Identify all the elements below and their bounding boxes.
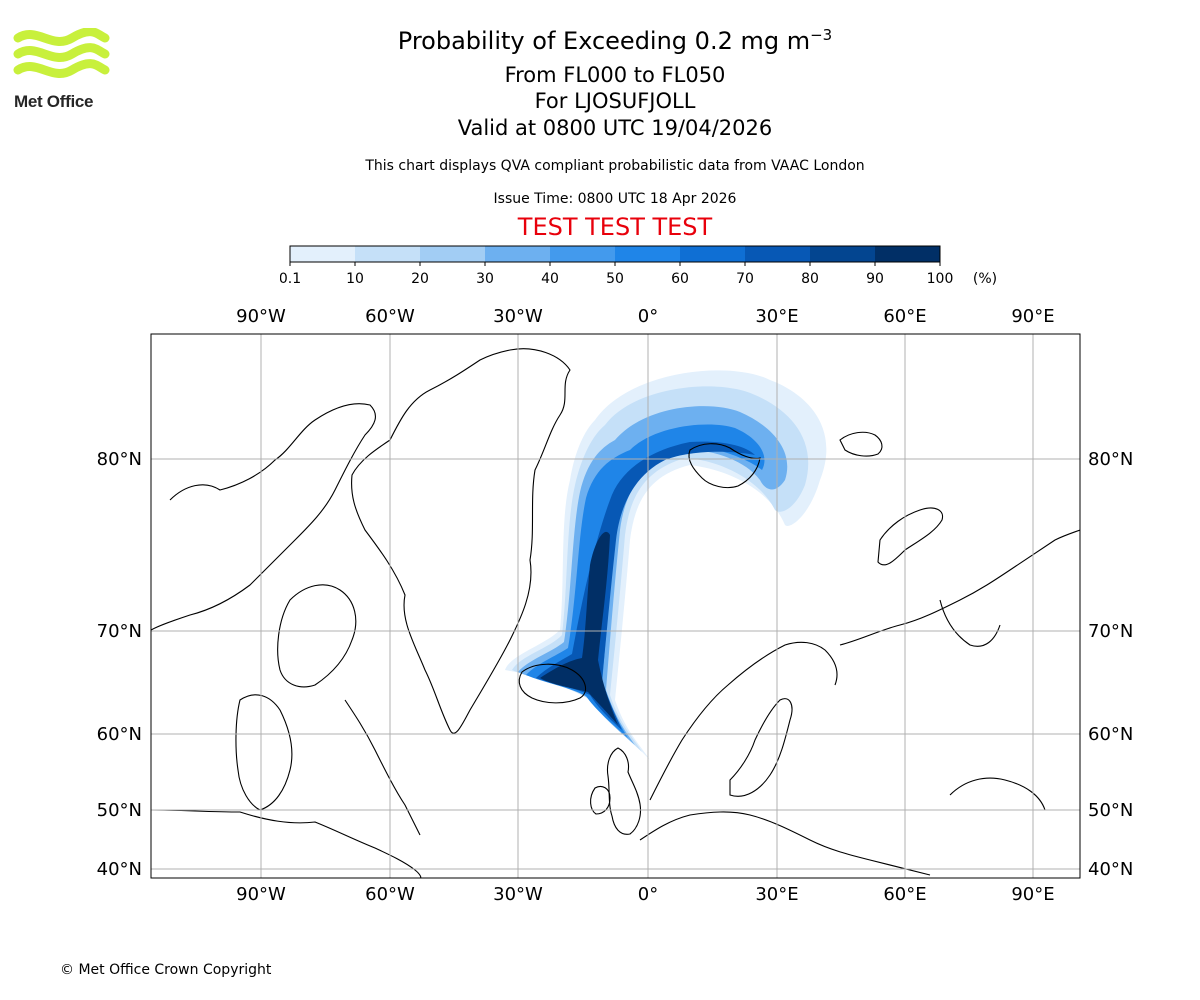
colorbar-tick-label: 30 [476,271,494,287]
colorbar-box [875,246,940,262]
title-text: Probability of Exceeding 0.2 mg m [397,27,811,55]
lat-label-left: 60°N [97,724,142,745]
logo-wave [13,28,110,46]
disclaimer: This chart displays QVA compliant probab… [365,158,865,174]
lon-label-top: 90°E [1011,306,1054,327]
north-america-coast [151,809,422,878]
lat-label-left: 40°N [97,859,142,880]
colorbar-box [420,246,485,262]
colorbar: 0.1 10 20 30 40 50 60 70 80 90 100 (%) [280,245,997,287]
map-frame [150,333,1081,879]
lon-label-bottom: 0° [638,884,658,905]
logo-wave [13,59,110,78]
colorbar-tick-label: 20 [411,271,429,287]
issue-time: Issue Time: 0800 UTC 18 Apr 2026 [493,191,737,207]
logo-waves-icon [13,28,110,78]
colorbar-tick-label: 40 [541,271,559,287]
coastlines [151,348,1080,878]
map: 90°W 90°W 60°W 60°W 30°W 30°W 0° 0° 30°E 30°E 60°E… [97,306,1134,905]
svalbard-coast [688,443,761,489]
baltic-coast [729,698,793,797]
graticule [151,334,1080,878]
canada-arctic-coast [151,403,376,631]
lat-label-right: 70°N [1088,621,1133,642]
colorbar-tick-label: 70 [736,271,754,287]
colorbar-unit: (%) [973,271,997,287]
lon-label-top: 30°W [493,306,543,327]
colorbar-box [745,246,810,262]
ash-plume [505,370,827,760]
logo-wave [13,43,110,62]
hudson-bay-coast [235,694,293,811]
colorbar-tick-label: 0.1 [280,271,301,287]
novaya-zemlya-coast [877,507,944,566]
lat-label-left: 80°N [97,449,142,470]
lat-label-right: 80°N [1088,449,1133,470]
met-office-logo [13,28,110,78]
baffin-coast [277,584,357,688]
uk-coast [606,747,642,835]
level-range: From FL000 to FL050 [504,63,726,87]
caspian-coast [949,777,1046,811]
lat-label-left: 50°N [97,800,142,821]
lon-label-bottom: 60°W [365,884,415,905]
lat-label-right: 40°N [1088,859,1133,880]
lon-label-bottom: 60°E [883,884,926,905]
iceland-coast [518,663,587,704]
lon-label-top: 30°E [755,306,798,327]
colorbar-box [615,246,680,262]
colorbar-tick-label: 60 [671,271,689,287]
lon-label-bottom: 90°E [1011,884,1054,905]
colorbar-ticks: 0.1 10 20 30 40 50 60 70 80 90 100 [280,262,953,287]
lat-label-right: 60°N [1088,724,1133,745]
title-superscript: −3 [810,26,833,44]
logo-text: Met Office [14,92,94,111]
lon-label-top: 60°W [365,306,415,327]
colorbar-box [550,246,615,262]
colorbar-boxes [290,246,940,262]
copyright: © Met Office Crown Copyright [60,962,272,978]
colorbar-tick-label: 50 [606,271,624,287]
colorbar-tick-label: 10 [346,271,364,287]
chart-title: Probability of Exceeding 0.2 mg m−3 [0,26,1200,55]
colorbar-tick-label: 80 [801,271,819,287]
valid-time: Valid at 0800 UTC 19/04/2026 [457,116,773,140]
colorbar-box [810,246,875,262]
volcano-name: For LJOSUFJOLL [534,89,696,113]
greenland-coast [351,348,571,734]
colorbar-box [355,246,420,262]
siberia-coast [839,529,1080,646]
lon-label-top: 60°E [883,306,926,327]
test-banner: TEST TEST TEST [517,213,713,241]
franz-josef-coast [839,431,883,457]
lon-label-top: 90°W [236,306,286,327]
colorbar-tick-label: 100 [927,271,954,287]
kara-coast [939,599,1001,647]
lat-label-left: 70°N [97,621,142,642]
colorbar-box [290,246,355,262]
axis-labels: 90°W 90°W 60°W 60°W 30°W 30°W 0° 0° 30°E 30°E 60°E… [97,306,1134,905]
lon-label-bottom: 30°W [493,884,543,905]
plume-90 [540,531,618,725]
europe-coast [639,811,931,876]
lon-label-top: 0° [638,306,658,327]
lon-label-bottom: 90°W [236,884,286,905]
lon-label-bottom: 30°E [755,884,798,905]
colorbar-box [680,246,745,262]
colorbar-tick-label: 90 [866,271,884,287]
lat-label-right: 50°N [1088,800,1133,821]
norway-coast [649,641,838,801]
colorbar-box [485,246,550,262]
